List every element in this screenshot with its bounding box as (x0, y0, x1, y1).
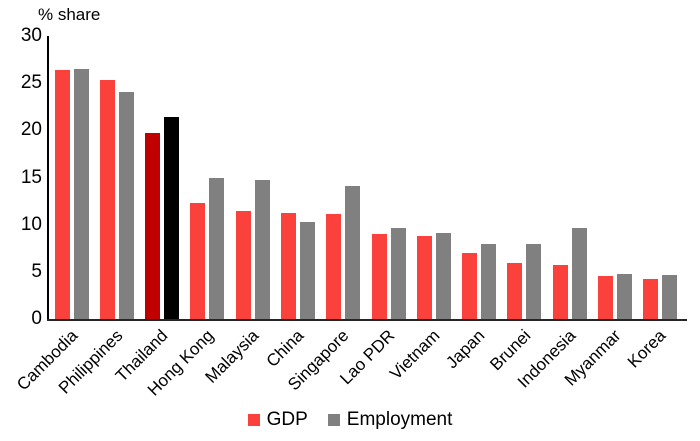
bar-group-philippines (94, 36, 139, 319)
bar-group-china (275, 36, 320, 319)
employment-bar (526, 244, 542, 319)
gdp-bar (145, 133, 161, 319)
legend-gdp-label: GDP (266, 409, 308, 430)
plot-area (47, 36, 687, 321)
y-tick-label: 5 (31, 260, 42, 282)
gdp-bar (326, 214, 342, 319)
gdp-bar (371, 234, 387, 319)
gdp-bar (643, 279, 659, 319)
x-axis-line (47, 319, 687, 321)
employment-bar (164, 117, 180, 319)
employment-bar (254, 180, 270, 319)
bar-group-japan (457, 36, 502, 319)
employment-bar (571, 227, 587, 319)
gdp-bar (507, 263, 523, 319)
bar-group-brunei (502, 36, 547, 319)
gdp-bar (416, 236, 432, 319)
gdp-bar (281, 213, 297, 319)
y-tick-label: 0 (31, 308, 42, 329)
legend-employment-label: Employment (346, 409, 453, 430)
employment-bar (390, 228, 406, 319)
bar-group-thailand (140, 36, 185, 319)
bar-group-korea (638, 36, 683, 319)
bar-group-malaysia (230, 36, 275, 319)
y-axis-line (47, 36, 49, 319)
employment-bar (209, 178, 225, 319)
gdp-bar (552, 265, 568, 319)
gdp-swatch-icon (247, 414, 260, 426)
employment-bar (662, 274, 678, 319)
bar-group-hong-kong (185, 36, 230, 319)
employment-bar (617, 273, 633, 319)
y-tick-label: 20 (20, 119, 42, 141)
bar-group-cambodia (49, 36, 94, 319)
legend-item-gdp: GDP (247, 409, 308, 431)
bar-group-singapore (321, 36, 366, 319)
gdp-bar (190, 202, 206, 319)
legend-item-employment: Employment (327, 409, 453, 431)
employment-bar (481, 243, 497, 319)
employment-bar (300, 221, 316, 319)
y-tick-label: 15 (20, 166, 42, 188)
gdp-bar (54, 69, 70, 319)
employment-bar (345, 186, 361, 319)
gdp-bar (99, 80, 115, 319)
legend: GDP Employment (0, 409, 700, 431)
y-tick-label: 30 (20, 25, 42, 46)
bar-group-vietnam (411, 36, 456, 319)
bar-group-myanmar (592, 36, 637, 319)
y-tick-label: 10 (20, 213, 42, 235)
gdp-bar (598, 275, 614, 319)
bar-group-indonesia (547, 36, 592, 319)
gdp-bar (462, 252, 478, 319)
employment-swatch-icon (327, 414, 340, 426)
employment-bar (435, 233, 451, 319)
employment-bar (118, 91, 134, 319)
y-tick-label: 25 (20, 72, 42, 94)
gdp-bar (235, 210, 251, 319)
y-axis-tick-labels: 0 5 10 15 20 25 30 (0, 26, 42, 329)
y-axis-title: % share (38, 5, 101, 24)
bar-groups (49, 36, 683, 319)
employment-bar (73, 69, 89, 319)
bar-group-lao-pdr (366, 36, 411, 319)
